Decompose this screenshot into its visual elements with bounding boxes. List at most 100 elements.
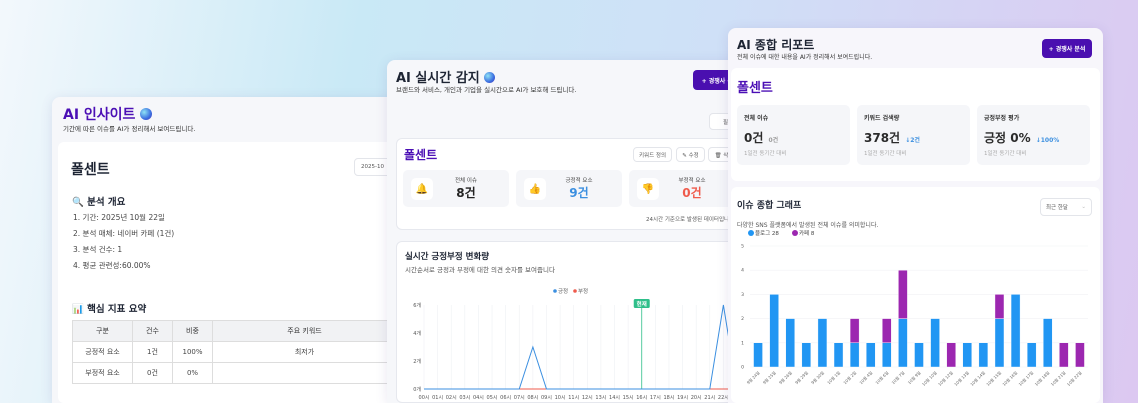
table-row: 긍정적 요소 1건 100% 최저가 [72,341,397,363]
edit-button[interactable]: ✎ 수정 [676,147,705,162]
stat-label: 부정적 요소 [678,178,706,184]
x-tick-label: 09시 [541,395,552,401]
x-tick-label: 9월 29일 [793,369,809,385]
col-header: 구분 [72,320,133,342]
realtime-title: AI 실시간 감지 [396,67,496,86]
cell: 긍정적 요소 [72,341,133,363]
issue-graph-panel: 이슈 종합 그래프 최근 한달 ⌄ 다양한 SNS 플랫폼에서 발생된 전체 이슈… [731,187,1100,403]
bar-segment [1026,342,1037,368]
chart-subtitle: 다양한 SNS 플랫폼에서 발생된 전체 이슈를 의미합니다. [737,222,879,229]
cell: 최저가 [212,341,397,363]
stat-value: 8건 [456,186,476,200]
x-tick-label: 10월 17일 [1017,369,1035,387]
x-tick-label: 10월 7일 [890,369,906,385]
bar-segment [882,342,892,368]
stat-box: 전체 이슈 0건 0건 1일전 동기간 대비 [737,105,850,165]
brand-name: 폴센트 [404,148,438,162]
stat-note: 1일전 동기간 대비 [864,151,907,157]
insight-panel: 폴센트 2025-10 🔍 분석 개요 1. 기간: 2025년 10월 22일… [58,142,397,403]
add-competitor-button[interactable]: + 경쟁사 분석 [1042,39,1092,58]
brand-name: 폴센트 [737,81,773,96]
x-tick-label: 9월 26일 [777,369,793,385]
y-tick-label: 2개 [413,358,421,365]
stat-box: 👎 부정적 요소 0건 [629,170,735,207]
bar-segment [994,318,1005,368]
brand-name: 폴센트 [71,162,110,178]
y-tick-label: 4 [741,268,744,274]
x-tick-label: 10월 2일 [842,369,858,385]
y-tick-label: 4개 [413,330,421,337]
stat-value-row: 긍정 0% ↓100% [984,127,1059,146]
x-tick-label: 10월 15일 [985,369,1003,387]
report-subtitle: 전체 이슈에 대한 내용을 AI가 정리해서 보여드립니다. [737,54,873,61]
x-tick-label: 10월 6일 [874,369,890,385]
stat-label: 전체 이슈 [455,178,477,184]
col-header: 비중 [172,320,213,342]
bar-segment [785,318,795,368]
cell: 100% [172,341,213,363]
x-tick-label: 02시 [446,395,457,401]
x-tick-label: 10월 16일 [1001,369,1019,387]
chart-title: 실시간 긍정부정 변화량 [405,252,490,262]
stat-note: 1일전 동기간 대비 [984,151,1027,157]
legend-label: 긍정 [558,288,568,295]
x-tick-label: 9월 25일 [761,369,777,385]
x-tick-label: 00시 [419,395,430,401]
stat-value-row: 378건 ↓2건 [864,127,920,146]
insight-title: AI 인사이트 [63,104,153,124]
x-tick-label: 21시 [704,395,715,401]
bar-segment [866,342,876,368]
x-tick-label: 16시 [636,395,647,401]
x-tick-label: 19시 [677,395,688,401]
y-tick-label: 0개 [413,386,421,393]
current-time-label: 현재 [637,300,647,308]
cell: 0% [172,362,213,384]
table-header-row: 구분 건수 비중 주요 키워드 [72,320,397,342]
stat-value-row: 0건 0건 [744,127,778,146]
stat-delta: ↓100% [1035,137,1060,144]
report-brand-panel: 폴센트 전체 이슈 0건 0건 1일전 동기간 대비 키워드 검색량 378건 ↓… [731,68,1100,181]
x-tick-label: 14시 [609,395,620,401]
brand-panel: 폴센트 키워드 정의 ✎ 수정 🗑 삭제 🔔 전체 이슈 8건 👍 긍정적 요소 … [396,138,747,230]
sentiment-chart-panel: 실시간 긍정부정 변화량 시간순서로 긍정과 부정에 대한 의견 숫자를 보여줍… [396,241,747,403]
x-tick-label: 9월 24일 [745,369,761,385]
stat-note: 1일전 동기간 대비 [744,151,787,157]
footnote: 24시간 기준으로 발생된 데이터입니다 [646,217,735,223]
cell: 0건 [132,362,173,384]
x-tick-label: 22시 [718,395,729,401]
overview-item: 1. 기간: 2025년 10월 22일 [73,213,165,222]
stat-label: 긍정부정 평가 [984,115,1020,122]
legend-marker [573,289,577,293]
overview-item: 2. 분석 매체: 네이버 카페 (1건) [73,229,175,238]
x-tick-label: 07시 [514,395,525,401]
thumbs-up-icon: 👍 [524,178,546,200]
bar-segment [801,342,812,368]
x-tick-label: 10월 13일 [952,369,970,387]
report-title: AI 종합 리포트 [737,38,815,52]
x-tick-label: 03시 [459,395,470,401]
stat-label: 키워드 검색량 [864,115,900,122]
ai-orb-icon [484,72,496,83]
realtime-subtitle: 브랜드와 서비스, 개인과 기업을 실시간으로 AI가 보호해 드립니다. [396,86,577,94]
range-select[interactable]: 최근 한달 ⌄ [1040,198,1092,216]
stat-label: 긍정적 요소 [565,178,593,184]
y-tick-label: 2 [741,316,744,322]
keyword-define-button[interactable]: 키워드 정의 [633,147,672,162]
overview-heading: 🔍 분석 개요 [72,197,126,208]
bar-segment [994,294,1005,319]
series-line-긍정 [424,304,738,390]
bar-segment [898,318,908,368]
x-tick-label: 9월 30일 [809,369,825,385]
stat-value: 0건 [682,186,702,200]
x-tick-label: 11시 [568,395,579,401]
bar-segment [1075,342,1085,368]
ai-report-card: AI 종합 리포트 전체 이슈에 대한 내용을 AI가 정리해서 보여드립니다.… [728,28,1103,403]
insight-subtitle: 기간에 따른 이슈를 AI가 정리해서 보여드립니다. [63,125,196,133]
stat-value: 0건 [744,131,764,145]
x-tick-label: 10월 12일 [936,369,954,387]
stat-box: 🔔 전체 이슈 8건 [403,170,509,207]
x-tick-label: 10월 18일 [1033,369,1051,387]
thumbs-down-icon: 👎 [637,178,659,200]
cell: 1건 [132,341,173,363]
bar-segment [978,342,989,368]
